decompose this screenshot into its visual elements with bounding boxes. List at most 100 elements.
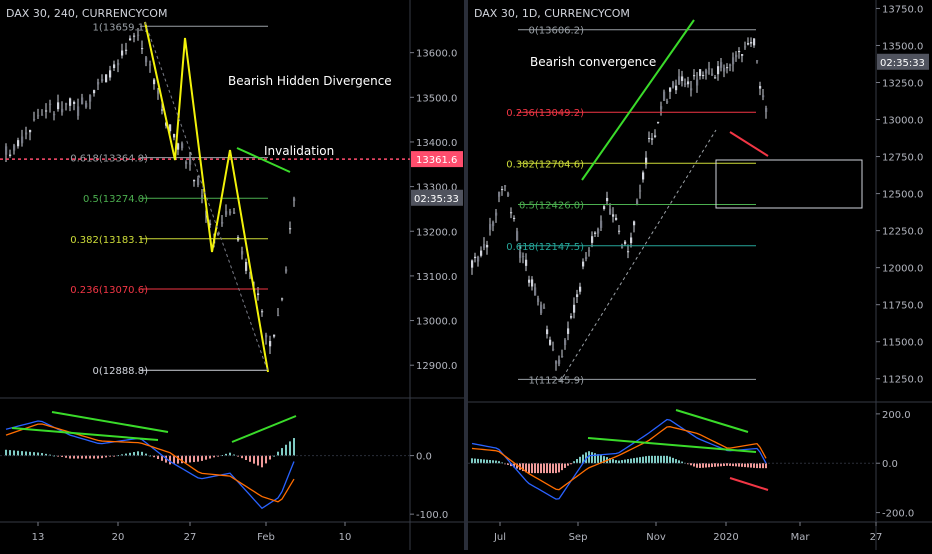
histogram-bar: [591, 452, 593, 464]
histogram-bar: [759, 463, 761, 469]
histogram-bar: [714, 463, 716, 467]
green-arrow: [11, 427, 159, 441]
candle-body: [702, 75, 705, 77]
candle-body: [225, 211, 228, 215]
candle-body: [609, 208, 612, 215]
candle-body: [684, 83, 687, 85]
candle-body: [519, 251, 522, 258]
candle-body: [33, 119, 36, 121]
fib-label: 1(11245.9): [528, 375, 584, 386]
histogram-bar: [474, 458, 476, 464]
histogram-bar: [89, 455, 91, 459]
candle-body: [678, 76, 681, 84]
histogram-bar: [522, 463, 524, 472]
fib-trend-line: [144, 21, 269, 373]
y-tick-label: 13000.0: [416, 317, 457, 328]
histogram-bar: [189, 455, 191, 463]
chart-pane-left[interactable]: 13600.0 13500.0 13400.0 13300.0 13200.0 13100…: [0, 0, 464, 550]
candle-body: [585, 256, 588, 260]
histogram-bar: [756, 463, 758, 469]
candle-body: [540, 304, 543, 314]
candle-body: [149, 64, 152, 66]
chart-right-canvas[interactable]: 13750.0 13500.0 13250.0 13000.0 12750.0 12500…: [468, 0, 932, 550]
histogram-bar: [193, 455, 195, 463]
candle-body: [507, 193, 510, 196]
histogram-bar: [675, 459, 677, 464]
candle-body: [744, 46, 747, 48]
candle-body: [105, 74, 108, 83]
candle-body: [669, 87, 672, 92]
chart-pane-right[interactable]: 13750.0 13500.0 13250.0 13000.0 12750.0 12500…: [468, 0, 932, 550]
candle-body: [567, 328, 570, 334]
countdown-label-box: [877, 53, 929, 70]
histogram-bar: [765, 463, 767, 469]
candle-body: [261, 311, 264, 313]
histogram-bar: [181, 455, 183, 464]
candle-body: [209, 223, 212, 225]
fib-label: 0.5(13274.0): [83, 194, 148, 205]
candle-body: [717, 66, 720, 75]
candle-body: [513, 217, 516, 219]
candle-body: [537, 298, 540, 302]
candle-body: [552, 348, 555, 350]
histogram-bar: [720, 463, 722, 467]
candle-body: [489, 224, 492, 230]
candle-body: [9, 154, 12, 156]
y-tick-label: 11250.0: [882, 375, 923, 386]
candle-body: [153, 79, 156, 85]
candle-body: [81, 97, 84, 105]
candle-body: [510, 212, 513, 214]
histogram-bar: [615, 460, 617, 464]
fib-label: 0.236(13049.2): [506, 108, 584, 119]
histogram-bar: [153, 455, 155, 458]
candle-body: [109, 70, 112, 78]
histogram-bar: [741, 463, 743, 467]
histogram-bar: [129, 452, 131, 456]
histogram-bar: [25, 451, 27, 456]
histogram-bar: [693, 463, 695, 467]
price-label: 13361.6: [416, 155, 457, 166]
histogram-bar: [573, 461, 575, 464]
chart-left-canvas[interactable]: 13600.013500.013400.013300.013200.013100…: [0, 0, 464, 550]
green-arrow: [581, 19, 695, 181]
histogram-bar: [666, 455, 668, 464]
candle-body: [720, 62, 723, 68]
candle-body: [693, 75, 696, 77]
candle-body: [618, 230, 621, 232]
histogram-bar: [169, 455, 171, 465]
x-tick-label: Jul: [493, 532, 506, 543]
candle-body: [293, 198, 296, 202]
pane-separator[interactable]: [464, 0, 468, 550]
y-tick-label: 12250.0: [882, 227, 923, 238]
green-arrow: [675, 409, 749, 433]
candle-body: [157, 90, 160, 94]
candle-body: [615, 217, 618, 220]
histogram-bar: [101, 455, 103, 459]
histogram-bar: [717, 463, 719, 467]
candle-body: [741, 54, 744, 56]
histogram-bar: [729, 463, 731, 466]
histogram-bar: [69, 455, 71, 459]
candle-body: [516, 231, 519, 241]
histogram-bar: [177, 455, 179, 464]
candle-body: [13, 145, 16, 151]
histogram-bar: [543, 463, 545, 474]
histogram-bar: [558, 463, 560, 473]
x-tick-label: Nov: [646, 532, 666, 543]
candle-body: [612, 214, 615, 217]
candle-body: [249, 271, 252, 278]
histogram-bar: [29, 451, 31, 456]
histogram-bar: [600, 455, 602, 464]
osc-tick-label: 0.0: [882, 459, 898, 470]
candle-body: [555, 361, 558, 364]
candle-body: [726, 67, 729, 69]
green-arrow: [236, 147, 291, 173]
y-tick-label: 11750.0: [882, 301, 923, 312]
histogram-bar: [77, 455, 79, 459]
histogram-bar: [213, 455, 215, 458]
histogram-bar: [289, 441, 291, 456]
histogram-bar: [161, 455, 163, 461]
candle-body: [165, 122, 168, 126]
histogram-bar: [81, 455, 83, 459]
histogram-bar: [277, 451, 279, 456]
